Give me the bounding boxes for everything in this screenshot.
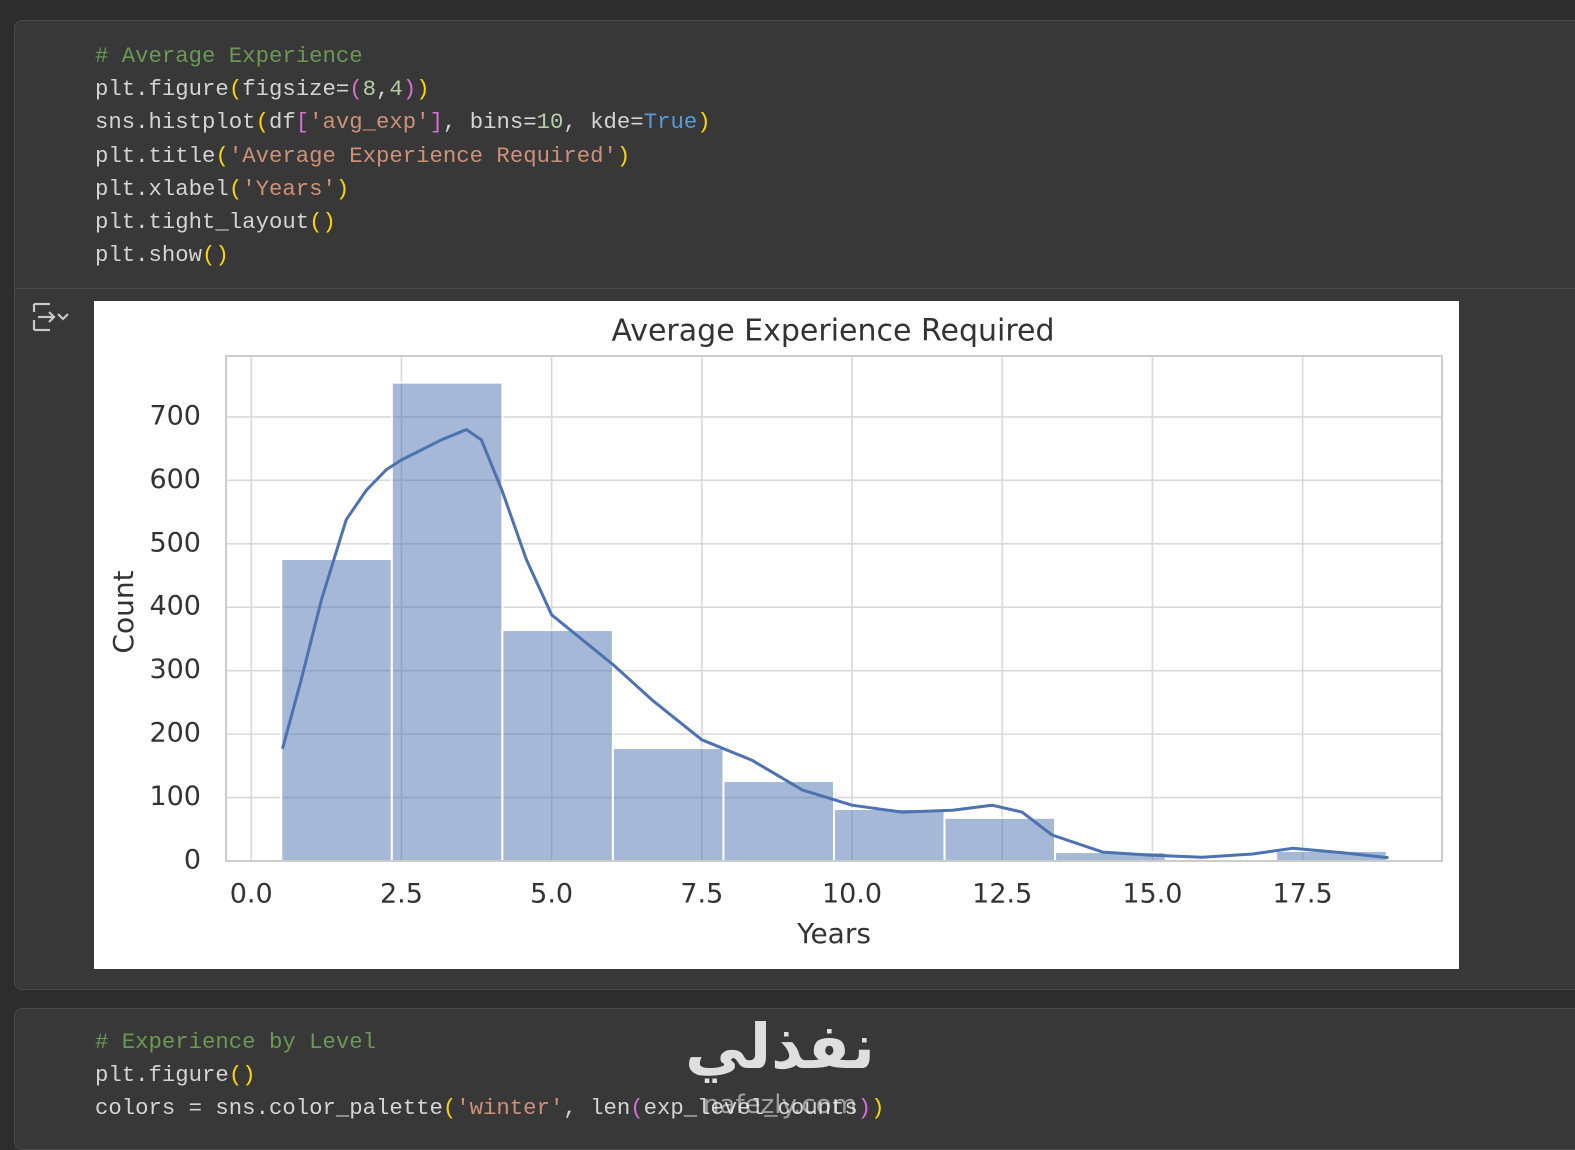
code-token: plt.figure (95, 1062, 229, 1089)
code-token: ( (255, 109, 269, 136)
y-tick-label: 500 (149, 527, 201, 558)
x-tick-label: 10.0 (822, 879, 882, 910)
code-token: ] (429, 109, 443, 136)
y-tick-label: 300 (149, 654, 201, 685)
x-tick-label: 0.0 (230, 879, 273, 910)
code-token: figsize= (242, 76, 350, 103)
code-token: ) (871, 1095, 885, 1122)
code-token: plt.tight_layout (95, 209, 310, 235)
code-token: ) (242, 1062, 256, 1089)
code-token: ) (857, 1095, 872, 1122)
plot-frame (225, 355, 1443, 862)
y-tick-label: 700 (149, 400, 201, 431)
code-token: ) (616, 142, 631, 169)
code-token: ( (309, 209, 323, 235)
chart-title: Average Experience Required (611, 314, 1054, 349)
chart: Average Experience Required Years Count … (94, 301, 1459, 969)
code-line: colors = sns.color_palette('winter', len… (95, 1092, 885, 1125)
code-token: ( (228, 76, 243, 103)
code-token: 'Average Experience Required' (228, 142, 617, 169)
code-token: 'avg_exp' (309, 109, 430, 136)
x-tick-label: 5.0 (530, 879, 573, 910)
code-token: 8 (362, 76, 377, 103)
code-token: ) (697, 109, 711, 136)
x-tick-label: 7.5 (680, 879, 723, 910)
output-toggle-icon[interactable] (30, 300, 72, 334)
code-token: 10 (536, 109, 564, 136)
x-tick-label: 17.5 (1273, 879, 1333, 910)
output-divider (15, 288, 1575, 289)
code-token: 'Years' (242, 175, 336, 202)
watermark-logo: نفذلي (685, 1010, 875, 1083)
code-token: ) (416, 76, 430, 103)
x-tick-label: 15.0 (1122, 879, 1182, 910)
code-token: exp_level_counts (643, 1095, 858, 1122)
histogram-bar (611, 747, 725, 863)
code-token: plt.title (95, 142, 216, 169)
code-cell[interactable] (14, 1008, 1575, 1150)
code-token: ) (215, 242, 229, 269)
code-line: sns.histplot(df['avg_exp'], bins=10, kde… (95, 106, 711, 139)
code-token: # Average Experience (95, 43, 363, 69)
code-token: plt.figure (95, 76, 229, 103)
code-line: plt.show() (95, 239, 229, 272)
x-tick-label: 2.5 (380, 879, 423, 910)
code-token: sns.histplot (95, 109, 256, 136)
code-token: ) (402, 76, 417, 103)
y-tick-label: 100 (149, 781, 201, 812)
code-token: , (563, 1095, 591, 1122)
code-token: ( (630, 1095, 644, 1122)
code-token: ) (335, 175, 350, 202)
code-token: 4 (389, 76, 403, 103)
code-line: plt.figure(figsize=(8,4)) (95, 73, 430, 106)
code-token: plt.show (95, 242, 203, 269)
code-token: ( (349, 76, 363, 103)
code-token: colors = sns.color_palette (95, 1095, 443, 1122)
code-token: ( (228, 175, 243, 202)
code-token: # Experience by Level (95, 1029, 376, 1055)
code-line: # Average Experience (95, 40, 363, 73)
code-token: ( (202, 242, 216, 269)
code-line: plt.figure() (95, 1059, 256, 1092)
code-line: # Experience by Level (95, 1026, 376, 1059)
x-tick-label: 12.5 (972, 879, 1032, 910)
code-token: ( (442, 1095, 457, 1122)
histogram-bar (833, 807, 946, 862)
histogram-bar (280, 558, 393, 862)
code-token: plt.xlabel (95, 175, 229, 202)
code-token: ( (215, 142, 229, 169)
code-token: , bins= (442, 109, 537, 136)
histogram-bar (501, 629, 614, 862)
y-tick-label: 400 (149, 591, 201, 622)
code-token: len (590, 1095, 631, 1122)
kde-line (281, 428, 1389, 860)
y-tick-label: 0 (184, 845, 201, 876)
code-token: , (376, 76, 390, 103)
y-tick-label: 600 (149, 464, 201, 495)
code-line: plt.tight_layout() (95, 206, 336, 239)
code-token: True (643, 109, 698, 136)
code-token: ) (322, 209, 336, 235)
y-axis-label: Count (107, 570, 140, 653)
code-token: , kde= (563, 109, 644, 136)
code-token: ( (228, 1062, 243, 1089)
y-tick-label: 200 (149, 718, 201, 749)
watermark-site: nafezly.com (703, 1090, 857, 1120)
code-token: df (268, 109, 296, 136)
x-axis-label: Years (796, 917, 871, 950)
code-line: plt.title('Average Experience Required') (95, 140, 630, 173)
code-token: 'winter' (456, 1095, 564, 1122)
code-line: plt.xlabel('Years') (95, 173, 349, 206)
code-token: [ (295, 109, 310, 136)
